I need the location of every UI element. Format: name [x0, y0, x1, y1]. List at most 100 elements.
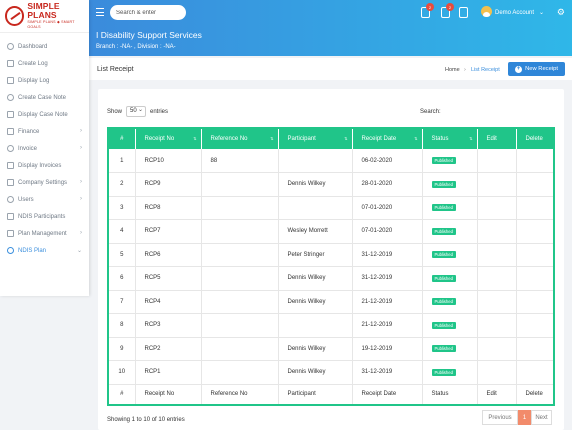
sidebar-item-label: Display Invoices: [18, 162, 62, 169]
breadcrumb-home[interactable]: Home: [445, 67, 460, 73]
logo-title: SIMPLE PLANS: [27, 1, 60, 20]
column-header[interactable]: #: [109, 129, 136, 149]
column-footer: Receipt No: [135, 384, 202, 404]
cell-delete[interactable]: [516, 313, 553, 338]
column-header[interactable]: Reference No ⇅: [201, 129, 279, 149]
new-receipt-button[interactable]: + New Receipt: [508, 62, 565, 76]
sidebar-item-create-case-note[interactable]: Create Case Note: [0, 89, 89, 106]
account-label[interactable]: Demo Account: [495, 10, 535, 16]
cell-edit[interactable]: [477, 172, 517, 197]
cell-ref: [201, 360, 279, 385]
cell-receipt: RCP2: [135, 337, 202, 361]
cell-edit[interactable]: [477, 313, 517, 338]
sidebar-item-invoice[interactable]: Invoice ›: [0, 140, 89, 157]
sort-icon[interactable]: ⇅: [414, 136, 418, 141]
sort-icon[interactable]: ⇅: [270, 136, 274, 141]
sidebar-item-display-case-note[interactable]: Display Case Note: [0, 106, 89, 123]
cell-edit[interactable]: [477, 149, 517, 173]
bell-icon[interactable]: 2: [421, 3, 434, 18]
sidebar-item-ndis-plan[interactable]: NDIS Plan ⌄: [0, 242, 89, 259]
table-row: 3 RCP8 07-01-2020 Published: [109, 196, 553, 220]
cell-participant: Dennis Wilkey: [278, 172, 353, 197]
cell-delete[interactable]: [516, 243, 553, 267]
sidebar-item-dashboard[interactable]: Dashboard: [0, 38, 89, 55]
cell-status: Published: [422, 266, 478, 291]
menu-toggle-icon[interactable]: [96, 8, 104, 16]
table-search-input[interactable]: [446, 104, 555, 117]
cell-num: 1: [109, 149, 136, 173]
chevron-down-icon[interactable]: ⌄: [539, 10, 545, 16]
column-header[interactable]: Participant ⇅: [278, 129, 353, 149]
sidebar-item-display-invoices[interactable]: Display Invoices: [0, 157, 89, 174]
sort-icon[interactable]: ⇅: [344, 136, 348, 141]
cell-delete[interactable]: [516, 266, 553, 291]
page-header: List Receipt Home › List Receipt + New R…: [89, 58, 572, 80]
column-header[interactable]: Receipt No ⇅: [135, 129, 202, 149]
sidebar-item-users[interactable]: Users ›: [0, 191, 89, 208]
branch-division: Branch : -NA- , Division : -NA-: [96, 44, 176, 50]
table-search-label: Search:: [420, 109, 441, 115]
sidebar-item-plan-management[interactable]: Plan Management ›: [0, 225, 89, 242]
cell-edit[interactable]: [477, 243, 517, 267]
cell-delete[interactable]: [516, 172, 553, 197]
search-input[interactable]: [110, 5, 186, 20]
sort-icon[interactable]: ⇅: [469, 136, 473, 141]
cell-delete[interactable]: [516, 337, 553, 361]
column-header[interactable]: Status ⇅: [422, 129, 478, 149]
plan-icon: [7, 230, 14, 237]
cell-delete[interactable]: [516, 149, 553, 173]
column-header[interactable]: Delete: [516, 129, 553, 149]
previous-page-button[interactable]: Previous: [482, 410, 518, 425]
show-label: Show: [107, 109, 123, 115]
sidebar-item-label: Create Log: [18, 60, 48, 67]
cell-num: 4: [109, 219, 136, 244]
cell-delete[interactable]: [516, 290, 553, 314]
cell-edit[interactable]: [477, 360, 517, 385]
avatar[interactable]: [481, 6, 492, 17]
sidebar-item-display-log[interactable]: Display Log: [0, 72, 89, 89]
cell-edit[interactable]: [477, 196, 517, 220]
cell-status: Published: [422, 313, 478, 338]
cell-delete[interactable]: [516, 196, 553, 220]
cell-delete[interactable]: [516, 360, 553, 385]
sidebar-item-create-log[interactable]: Create Log: [0, 55, 89, 72]
status-badge: Published: [431, 204, 456, 212]
sidebar-item-label: Display Log: [18, 77, 50, 84]
cell-edit[interactable]: [477, 219, 517, 244]
sort-icon[interactable]: ⇅: [193, 136, 197, 141]
cell-receipt: RCP8: [135, 196, 202, 220]
cell-receipt: RCP5: [135, 266, 202, 291]
sidebar-item-finance[interactable]: Finance ›: [0, 123, 89, 140]
list-icon: [7, 77, 14, 84]
organisation-band: I Disability Support Services Branch : -…: [89, 26, 572, 56]
new-receipt-label: New Receipt: [525, 66, 558, 72]
sidebar-item-company-settings[interactable]: Company Settings ›: [0, 174, 89, 191]
entries-select[interactable]: 50: [126, 106, 146, 117]
column-header[interactable]: Edit: [477, 129, 517, 149]
cell-edit[interactable]: [477, 266, 517, 291]
cell-num: 5: [109, 243, 136, 267]
table-row: 4 RCP7 Wesley Morrett 07-01-2020 Published: [109, 219, 553, 244]
status-badge: Published: [431, 298, 456, 306]
cell-receipt: RCP4: [135, 290, 202, 314]
cell-delete[interactable]: [516, 219, 553, 244]
mail-icon[interactable]: 2: [441, 3, 454, 18]
column-header-label: Edit: [486, 136, 497, 142]
cell-num: 2: [109, 172, 136, 197]
cell-participant: Dennis Wilkey: [278, 360, 353, 385]
cell-num: 6: [109, 266, 136, 291]
table-row: 7 RCP4 Dennis Wilkey 21-12-2019 Published: [109, 290, 553, 314]
column-header[interactable]: Receipt Date ⇅: [352, 129, 423, 149]
cell-participant: [278, 149, 353, 173]
tablet-icon[interactable]: [459, 7, 468, 18]
next-page-button[interactable]: Next: [531, 410, 552, 425]
sidebar-item-ndis-participants[interactable]: NDIS Participants: [0, 208, 89, 225]
cell-edit[interactable]: [477, 337, 517, 361]
column-header-label: Status: [431, 136, 449, 142]
page-1-button[interactable]: 1: [518, 410, 531, 425]
cell-edit[interactable]: [477, 290, 517, 314]
logo[interactable]: SIMPLE PLANS SIMPLE PLANS ◆ SMART GOALS: [0, 0, 89, 33]
column-header-label: Receipt Date: [361, 136, 397, 142]
gear-icon[interactable]: ⚙: [556, 7, 565, 17]
page-title: List Receipt: [97, 66, 134, 73]
